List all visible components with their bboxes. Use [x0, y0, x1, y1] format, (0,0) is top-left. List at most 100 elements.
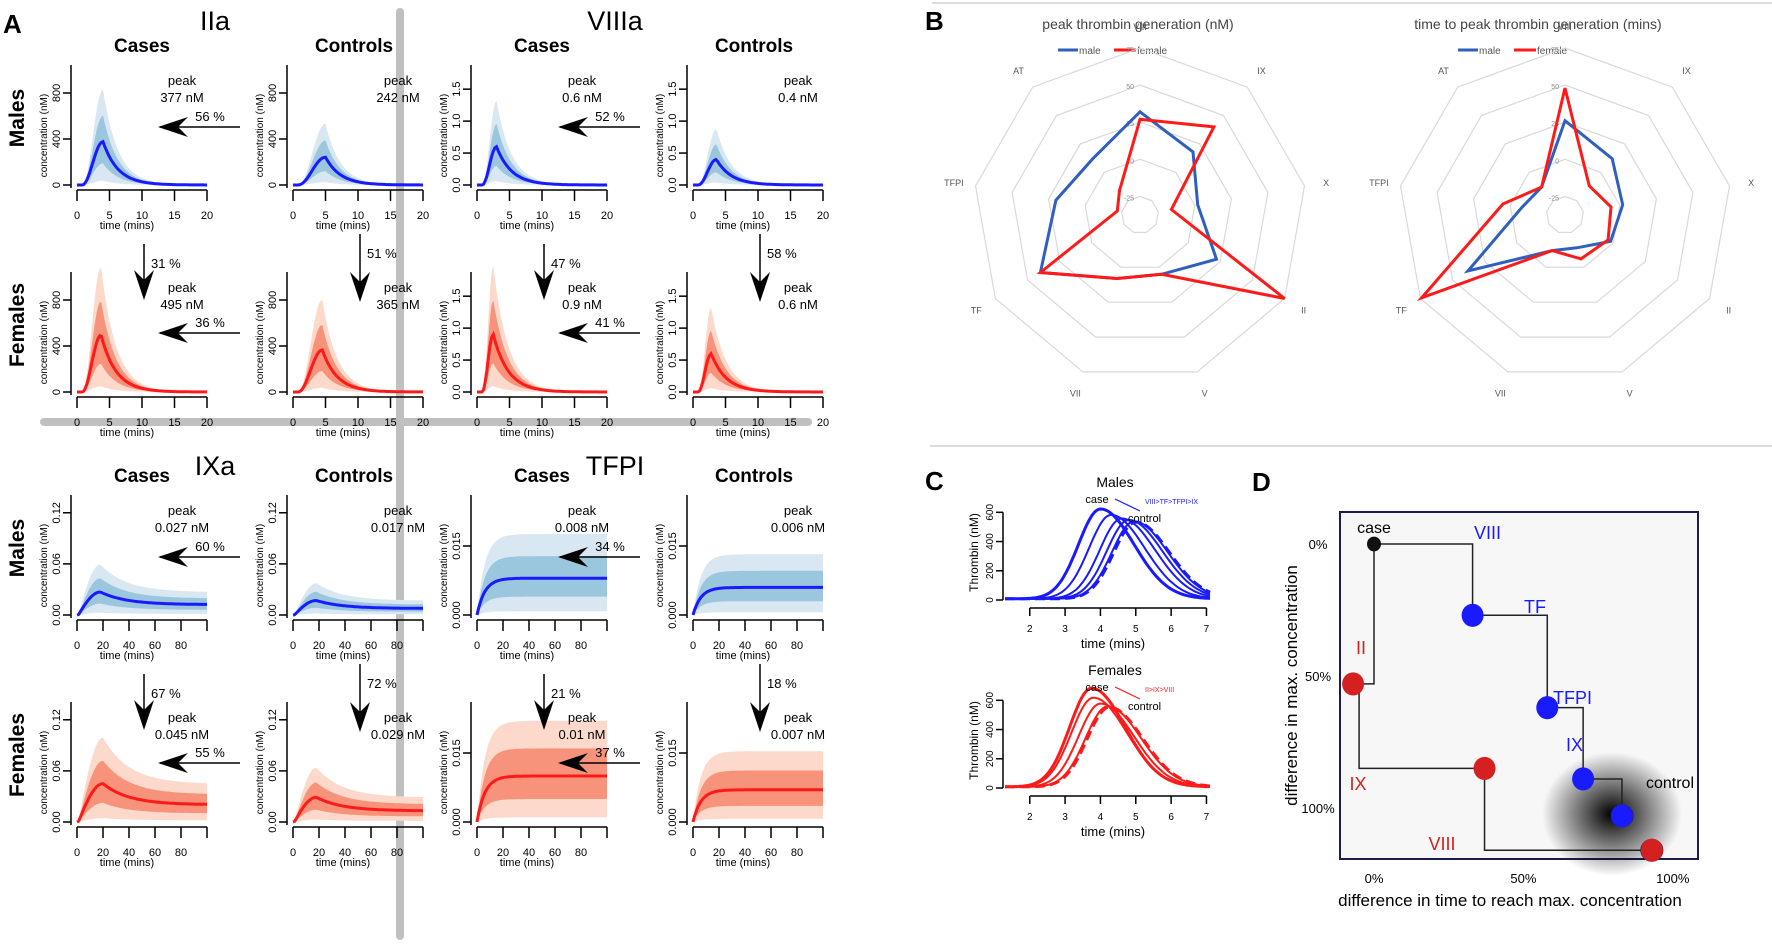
- y-tick-label: 1.5: [451, 289, 463, 304]
- row-header-females: Females: [6, 283, 29, 367]
- x-axis-label: time (mins): [716, 427, 770, 439]
- y-axis-label: concentration (nM): [39, 524, 50, 607]
- series-line-case: [1005, 507, 1211, 601]
- plot-title: Males: [1096, 474, 1133, 490]
- subplot-male-control: 0 5 10 15 20 time (mins) 0 400 800concentration …: [255, 65, 429, 232]
- y-tick-label: 0.000: [451, 601, 463, 629]
- y-tick-label: 0.06: [267, 553, 279, 574]
- y-axis-label: concentration (nM): [255, 301, 266, 384]
- control-label: control: [1128, 513, 1161, 525]
- x-tick-label: 80: [575, 847, 587, 859]
- band-inner: [477, 556, 607, 615]
- x-tick-label: 10: [536, 210, 548, 222]
- comparison-arrows: 34 % 37 % 21 % 18 %: [534, 539, 797, 773]
- y-tick-label: 0.5: [667, 145, 679, 160]
- radar-axis-label: VIII: [1558, 22, 1572, 32]
- x-tick-label: 7: [1204, 624, 1210, 635]
- y-axis-label: concentration (nM): [39, 731, 50, 814]
- x-tick-label: 60: [149, 847, 161, 859]
- y-tick-label: 50%: [1305, 669, 1331, 684]
- percent-label-female_h: 36 %: [195, 315, 225, 330]
- path-connector: [1547, 706, 1584, 769]
- x-tick-label: 40: [123, 640, 135, 652]
- y-tick-label: 1.5: [451, 82, 463, 97]
- x-tick-label: 20: [601, 210, 613, 222]
- x-tick-label: 4: [1098, 624, 1104, 635]
- subplot-female-case: 0 5 10 15 20 time (mins) 0 400 800concentration …: [39, 268, 213, 439]
- radar-ring: [1509, 158, 1621, 268]
- subplot-male-case: 0 20 40 60 80 time (mins) 0.00 0.06 0.12concentr…: [39, 495, 209, 662]
- x-tick-label: 20: [817, 417, 829, 429]
- y-tick-label: 400: [51, 130, 63, 148]
- x-tick-label: 60: [549, 640, 561, 652]
- x-tick-label: 0: [690, 847, 696, 859]
- node-m_ix: [1610, 804, 1633, 828]
- node-label-m_tf: TF: [1524, 597, 1546, 617]
- x-tick-label: 80: [791, 640, 803, 652]
- y-tick-label: 0%: [1309, 537, 1328, 552]
- x-tick-label: 5: [1133, 624, 1139, 635]
- y-tick-label: 400: [267, 337, 279, 355]
- group-viiia: VIIIa Cases Controls 0 5 10 15 20 time (mins) 0.0…: [439, 6, 829, 439]
- y-tick-label: 0: [985, 597, 996, 603]
- peak-value: 0.6 nM: [778, 297, 818, 312]
- radar-ring-label: 50: [1126, 84, 1134, 91]
- y-tick-label: 0.0: [667, 384, 679, 399]
- node-f_ix: [1473, 756, 1496, 780]
- subplot-male-case: 0 20 40 60 80 time (mins) 0.000 0.015concentrat…: [439, 495, 609, 662]
- radar-ring: [1399, 47, 1731, 373]
- x-tick-label: 0: [74, 640, 80, 652]
- y-axis-label: concentration (nM): [255, 524, 266, 607]
- x-tick-label: 15: [384, 417, 396, 429]
- subplot-female-case: 0 20 40 60 80 time (mins) 0.000 0.015concentrat…: [439, 702, 608, 869]
- group-title: VIIIa: [587, 6, 644, 36]
- percent-label-case_v: 21 %: [551, 686, 581, 701]
- radar-series-male: [1463, 118, 1625, 274]
- peak-value: 495 nM: [160, 297, 203, 312]
- y-tick-label: 0.12: [267, 502, 279, 523]
- comparison-arrows: 56 % 36 % 31 % 51 %: [134, 109, 397, 343]
- panel-c: Males 0 200 400 600 Thrombin (nM) 2 3 4 5 6 7 time (…: [967, 474, 1211, 839]
- x-tick-label: 2: [1027, 812, 1033, 823]
- x-tick-label: 10: [536, 417, 548, 429]
- x-axis-label: time (mins): [316, 427, 370, 439]
- radar-ring: [1546, 195, 1584, 233]
- legend-label-female: female: [1137, 46, 1167, 57]
- x-tick-label: 10: [752, 417, 764, 429]
- arrow-head-left-icon: [558, 547, 588, 567]
- radar-axis-label: V: [1627, 389, 1633, 399]
- y-axis-label: concentration (nM): [655, 301, 666, 384]
- x-tick-label: 20: [497, 847, 509, 859]
- control-label: control: [1646, 775, 1694, 792]
- y-tick-label: 0: [51, 389, 63, 395]
- x-tick-label: 60: [149, 640, 161, 652]
- group-title: IXa: [195, 451, 237, 481]
- x-tick-label: 5: [722, 417, 728, 429]
- x-tick-label: 20: [601, 417, 613, 429]
- y-tick-label: 600: [985, 692, 996, 709]
- order-label: II>IX>VIII: [1145, 687, 1174, 694]
- median-line: [76, 782, 208, 824]
- x-tick-label: 40: [739, 640, 751, 652]
- band-inner: [693, 570, 823, 615]
- percent-label-male_h: 34 %: [595, 539, 625, 554]
- path-connector: [1472, 614, 1549, 698]
- path-connector: [1483, 768, 1642, 851]
- median-line: [292, 795, 424, 824]
- x-tick-label: 5: [106, 417, 112, 429]
- x-tick-label: 40: [123, 847, 135, 859]
- y-tick-label: 0.00: [51, 811, 63, 832]
- column-header-cases: Cases: [514, 36, 570, 57]
- peak-value: 0.01 nM: [559, 727, 606, 742]
- x-tick-label: 60: [765, 640, 777, 652]
- radar-axis-label: TFPI: [944, 178, 964, 188]
- arrow-head-left-icon: [158, 547, 188, 567]
- arrow-head-down-icon: [134, 700, 154, 730]
- peak-label: peak: [784, 73, 813, 88]
- radar-axis-label: VII: [1495, 389, 1506, 399]
- peak-label: peak: [784, 280, 813, 295]
- node-label-m_ix: IX: [1566, 735, 1583, 755]
- y-tick-label: 0.000: [667, 601, 679, 629]
